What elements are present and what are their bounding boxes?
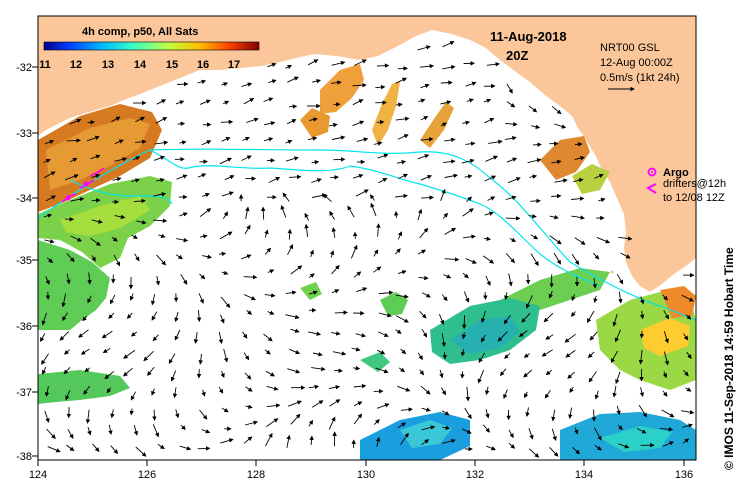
colorbar-tick: 16 <box>197 59 209 71</box>
lon-tick-label: 128 <box>247 469 265 481</box>
lat-tick-label: -37 <box>16 387 32 399</box>
sea-level-product: NRT00 GSL <box>600 42 660 54</box>
current-arrow-icon <box>575 144 582 145</box>
colorbar-tick: 17 <box>228 59 240 71</box>
lon-tick-label: 130 <box>357 469 375 481</box>
current-arrow-icon <box>528 274 529 284</box>
colorbar-tick: 15 <box>166 59 178 71</box>
lon-tick-label: 132 <box>466 469 484 481</box>
lat-tick-label: -36 <box>16 321 32 333</box>
current-arrow-icon <box>154 410 155 420</box>
current-arrow-icon <box>67 140 81 141</box>
lat-tick-marks <box>32 67 38 456</box>
current-arrow-icon <box>377 66 388 67</box>
lat-tick-label: -38 <box>16 451 32 463</box>
current-arrow-icon <box>530 201 540 202</box>
time-label: 20Z <box>506 48 528 63</box>
current-arrow-icon <box>464 315 465 328</box>
current-arrow-icon <box>244 277 257 278</box>
imos-credit: © IMOS 11-Sep-2018 14:59 Hobart Time <box>722 247 736 470</box>
lat-tick-label: -33 <box>16 128 32 140</box>
drifter-label-line2: to 12/08 12Z <box>663 192 725 204</box>
current-arrow-icon <box>92 200 100 201</box>
current-arrow-icon <box>594 410 595 421</box>
current-arrow-icon <box>177 84 188 85</box>
sst-colorbar <box>44 42 259 50</box>
current-arrow-icon <box>441 83 452 84</box>
colorbar-tick: 13 <box>102 59 114 71</box>
colorbar-tick: 12 <box>70 59 82 71</box>
drifter-label-line1: drifters@12h <box>663 178 726 190</box>
colorbar-tick: 11 <box>39 59 51 71</box>
current-arrow-icon <box>198 448 210 449</box>
lat-tick-label: -35 <box>16 255 32 267</box>
lon-tick-label: 134 <box>575 469 593 481</box>
lon-tick-label: 124 <box>29 469 47 481</box>
sea-level-date: 12-Aug 00:00Z <box>600 57 673 69</box>
current-arrow-icon <box>642 331 643 338</box>
date-label: 11-Aug-2018 <box>490 29 567 44</box>
current-arrow-icon <box>533 144 541 145</box>
lat-tick-label: -32 <box>16 62 32 74</box>
colorbar-tick: 14 <box>134 59 147 71</box>
current-arrow-icon <box>289 106 296 107</box>
composite-label: 4h comp, p50, All Sats <box>82 26 198 38</box>
lon-tick-label: 136 <box>675 469 693 481</box>
lat-tick-label: -34 <box>16 193 32 205</box>
longitude-axis: 124 126 128 130 132 134 136 <box>29 469 693 481</box>
lon-tick-marks <box>38 460 684 466</box>
current-arrow-icon <box>377 122 384 123</box>
current-scale-label: 0.5m/s (1kt 24h) <box>600 72 679 84</box>
current-arrow-icon <box>335 312 347 313</box>
lon-tick-label: 126 <box>138 469 156 481</box>
current-arrow-icon <box>398 68 407 69</box>
latitude-axis: -32 -33 -34 -35 -36 -37 -38 <box>16 62 32 463</box>
current-arrow-icon <box>334 370 342 371</box>
current-arrow-icon <box>330 177 338 178</box>
current-arrow-icon <box>221 122 233 123</box>
current-arrow-icon <box>396 212 397 218</box>
